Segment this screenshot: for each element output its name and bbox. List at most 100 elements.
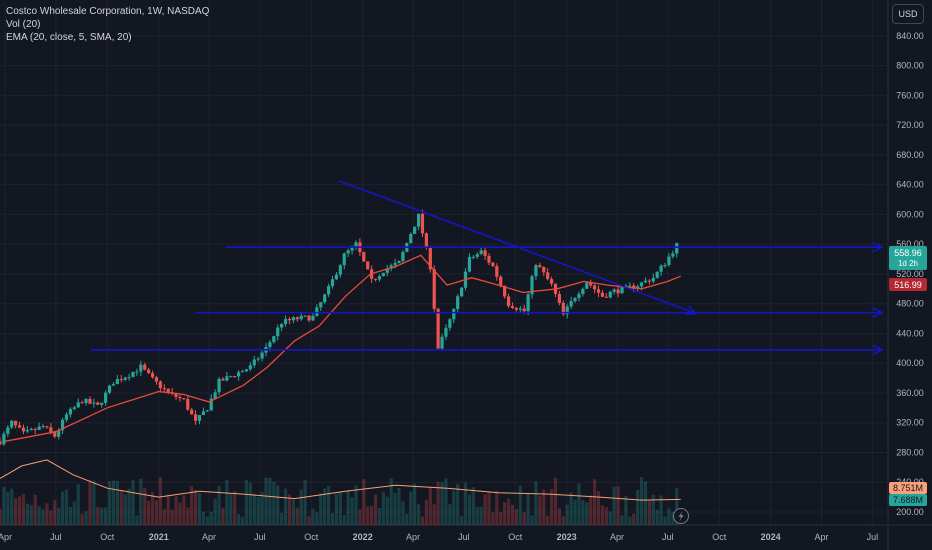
symbol-title[interactable]: Costco Wholesale Corporation, 1W, NASDAQ [6, 6, 210, 17]
candle [315, 304, 319, 317]
ema-value-badge: 516.99 [889, 278, 927, 291]
candle-body [268, 342, 272, 347]
volume-bar [463, 482, 468, 525]
volume-bar [135, 515, 139, 525]
candle [663, 262, 667, 268]
candle-body [326, 286, 331, 295]
candle-body [217, 378, 221, 393]
candle [491, 261, 495, 268]
countdown-label: 1d 2h [898, 259, 918, 268]
candle-body [342, 253, 346, 266]
volume-bar [354, 485, 358, 525]
candle [432, 265, 436, 313]
volume-bar [428, 486, 432, 525]
volume-bar [14, 498, 18, 525]
volume-bar [475, 507, 479, 525]
ema-line [4, 254, 681, 442]
candle [119, 374, 123, 383]
candle-body [260, 352, 264, 359]
volume-bar [385, 496, 389, 525]
candle [436, 307, 440, 350]
volume-bar [10, 488, 14, 525]
candle [342, 252, 346, 270]
volume-bar [565, 504, 569, 525]
candle [565, 303, 569, 319]
candle-body [162, 388, 166, 390]
candle-body [428, 246, 432, 270]
candle-body [577, 293, 581, 299]
candle [413, 226, 417, 234]
candle-body [506, 296, 511, 307]
volume-bars [0, 477, 679, 525]
volume-bar [632, 513, 636, 525]
candle-body [628, 285, 632, 287]
volume-bar [538, 495, 542, 525]
candle [510, 302, 515, 310]
currency-button[interactable]: USD [892, 4, 924, 24]
volume-bar [549, 489, 554, 525]
candle [291, 316, 295, 324]
volume-bar [272, 481, 276, 525]
volume-bar [585, 502, 589, 525]
volume-bar [33, 494, 37, 525]
candle-body [409, 233, 413, 243]
volume-bar [233, 491, 237, 525]
candle-body [483, 250, 487, 256]
candle [620, 286, 624, 295]
candle [573, 296, 577, 303]
time-axis[interactable]: Apr Jul Oct 2021 Apr Jul Oct 2022 Apr Jul Oct 2023 A… [0, 532, 878, 542]
x-tick-label: 2021 [149, 532, 169, 542]
candle-body [150, 373, 155, 378]
volume-bar [264, 477, 268, 525]
ema-indicator-label[interactable]: EMA (20, close, 5, SMA, 20) [6, 32, 132, 43]
x-tick-label: Jul [50, 532, 62, 542]
volume-bar [573, 499, 577, 525]
candle-body [135, 371, 139, 373]
volume-bar [299, 489, 303, 525]
candle [92, 398, 96, 408]
volume-bar [6, 491, 10, 525]
candle-body [346, 250, 350, 254]
volume-bar [530, 515, 534, 525]
candle-body [460, 287, 464, 297]
candle-body [620, 286, 624, 294]
volume-bar [362, 479, 366, 525]
candle-body [663, 264, 667, 266]
candle [479, 246, 483, 256]
candle-body [624, 285, 628, 287]
horizontal-level [225, 241, 884, 253]
volume-bar [401, 501, 405, 525]
candle [14, 420, 18, 429]
volume-bar [424, 499, 428, 525]
candle-body [600, 292, 605, 297]
candle-body [104, 392, 108, 403]
candle-body [123, 377, 127, 380]
candle-body [432, 269, 436, 309]
volume-indicator-label[interactable]: Vol (20) [6, 19, 41, 30]
candle [64, 412, 69, 423]
volume-bar [190, 486, 194, 525]
candle-body [213, 392, 217, 399]
volume-bar [100, 507, 104, 525]
candle-body [92, 402, 96, 404]
candle [280, 322, 284, 332]
candle-body [80, 402, 84, 404]
arrowhead [872, 344, 884, 356]
volume-bar [25, 503, 29, 525]
candle [205, 409, 209, 412]
volume-bar [487, 491, 491, 525]
volume-bar [600, 505, 605, 525]
candle [104, 390, 108, 406]
volume-bar [338, 491, 342, 525]
candle [2, 431, 6, 446]
candle [354, 240, 358, 250]
candle-body [240, 371, 245, 373]
candle [143, 362, 147, 371]
candle [542, 266, 546, 276]
candle-body [174, 393, 178, 398]
x-tick-label: Jul [662, 532, 674, 542]
volume-bar [506, 498, 511, 525]
trend-drawings[interactable] [90, 180, 884, 356]
lightning-icon[interactable] [673, 508, 689, 524]
